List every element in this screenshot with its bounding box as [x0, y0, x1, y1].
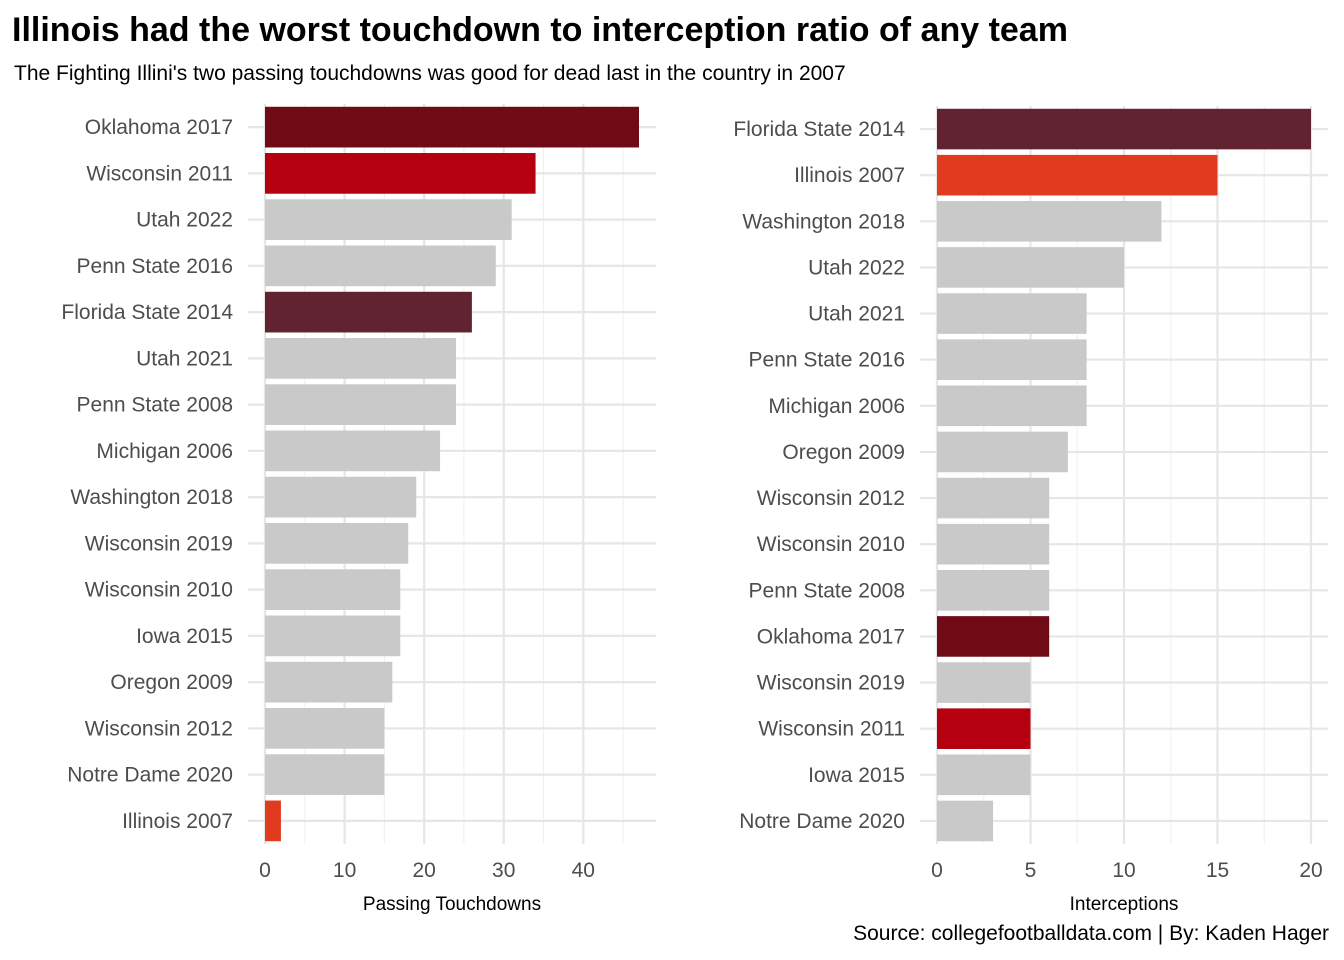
category-label-utah-2021: Utah 2021 [136, 347, 233, 370]
interceptions-tick-label: 15 [1206, 859, 1229, 882]
bar-washington-2018 [265, 476, 417, 518]
bar-florida-state-2014 [937, 108, 1311, 150]
category-label-florida-state-2014: Florida State 2014 [61, 301, 233, 324]
category-label-iowa-2015: Iowa 2015 [808, 764, 905, 787]
bar-penn-state-2016 [937, 339, 1087, 380]
interceptions-tick-label: 10 [1112, 859, 1135, 882]
bar-penn-state-2008 [265, 384, 456, 425]
bar-penn-state-2008 [937, 570, 1050, 611]
category-label-utah-2021: Utah 2021 [808, 303, 905, 326]
category-label-wisconsin-2019: Wisconsin 2019 [85, 532, 233, 555]
chart-title: Illinois had the worst touchdown to inte… [12, 11, 1068, 49]
category-label-wisconsin-2012: Wisconsin 2012 [85, 717, 233, 740]
bar-utah-2022 [937, 247, 1124, 288]
bar-washington-2018 [937, 201, 1162, 242]
category-label-wisconsin-2010: Wisconsin 2010 [85, 579, 233, 602]
category-label-washington-2018: Washington 2018 [742, 210, 905, 233]
bar-notre-dame-2020 [265, 754, 385, 795]
bar-illinois-2007 [265, 800, 281, 842]
category-label-wisconsin-2011: Wisconsin 2011 [86, 162, 233, 185]
category-label-penn-state-2008: Penn State 2008 [77, 394, 233, 417]
category-label-oregon-2009: Oregon 2009 [110, 671, 233, 694]
passing-touchdowns-tick-label: 40 [572, 859, 595, 882]
bar-wisconsin-2012 [937, 477, 1050, 519]
category-label-notre-dame-2020: Notre Dame 2020 [67, 764, 233, 787]
bar-notre-dame-2020 [937, 800, 994, 842]
bar-utah-2021 [937, 293, 1087, 334]
category-label-iowa-2015: Iowa 2015 [136, 625, 233, 648]
category-label-oklahoma-2017: Oklahoma 2017 [85, 116, 233, 139]
bar-penn-state-2016 [265, 245, 496, 287]
category-label-penn-state-2016: Penn State 2016 [749, 349, 905, 372]
interceptions-panel: Florida State 2014 Illinois 2007 Washingto… [733, 106, 1328, 915]
bar-wisconsin-2010 [265, 569, 401, 610]
interceptions-axis-title: Interceptions [1070, 894, 1179, 915]
bar-florida-state-2014 [265, 291, 472, 333]
category-label-washington-2018: Washington 2018 [70, 486, 233, 509]
category-label-illinois-2007: Illinois 2007 [122, 810, 233, 833]
bar-oklahoma-2017 [937, 616, 1050, 657]
category-label-penn-state-2016: Penn State 2016 [77, 255, 233, 278]
category-label-illinois-2007: Illinois 2007 [794, 164, 905, 187]
bar-utah-2021 [265, 338, 456, 379]
passing-touchdowns-tick-label: 30 [492, 859, 515, 882]
bar-wisconsin-2019 [937, 662, 1031, 703]
passing-touchdowns-tick-label: 20 [412, 859, 435, 882]
bar-wisconsin-2010 [937, 523, 1050, 565]
category-label-utah-2022: Utah 2022 [808, 256, 905, 279]
category-label-penn-state-2008: Penn State 2008 [749, 579, 905, 602]
category-label-wisconsin-2010: Wisconsin 2010 [757, 533, 905, 556]
passing-touchdowns-panel: Oklahoma 2017 Wisconsin 2011 Utah 2022 Penn… [61, 104, 656, 915]
category-label-wisconsin-2012: Wisconsin 2012 [757, 487, 905, 510]
bar-oklahoma-2017 [265, 106, 639, 148]
category-label-notre-dame-2020: Notre Dame 2020 [739, 810, 905, 833]
category-label-wisconsin-2011: Wisconsin 2011 [758, 718, 905, 741]
bar-iowa-2015 [937, 754, 1031, 796]
passing-touchdowns-tick-label: 0 [259, 859, 271, 882]
category-label-wisconsin-2019: Wisconsin 2019 [757, 672, 905, 695]
interceptions-tick-label: 0 [931, 859, 943, 882]
interceptions-tick-label: 5 [1025, 859, 1037, 882]
bar-wisconsin-2011 [937, 708, 1031, 749]
chart-caption: Source: collegefootballdata.com | By: Ka… [853, 922, 1329, 945]
category-label-michigan-2006: Michigan 2006 [768, 395, 905, 418]
bar-michigan-2006 [265, 430, 441, 472]
bar-oregon-2009 [937, 431, 1068, 473]
category-label-oklahoma-2017: Oklahoma 2017 [757, 625, 905, 648]
chart-subtitle: The Fighting Illini's two passing touchd… [14, 62, 846, 85]
category-label-michigan-2006: Michigan 2006 [96, 440, 233, 463]
interceptions-tick-label: 20 [1299, 859, 1322, 882]
bar-wisconsin-2012 [265, 708, 385, 749]
bar-wisconsin-2011 [265, 153, 536, 194]
bar-iowa-2015 [265, 615, 401, 657]
category-label-utah-2022: Utah 2022 [136, 209, 233, 232]
bar-illinois-2007 [937, 154, 1218, 196]
bar-michigan-2006 [937, 385, 1087, 427]
passing-touchdowns-axis-title: Passing Touchdowns [363, 894, 541, 915]
bar-wisconsin-2019 [265, 523, 409, 564]
category-label-oregon-2009: Oregon 2009 [782, 441, 905, 464]
passing-touchdowns-tick-label: 10 [333, 859, 356, 882]
category-label-florida-state-2014: Florida State 2014 [733, 118, 905, 141]
bar-utah-2022 [265, 199, 512, 240]
bar-oregon-2009 [265, 661, 393, 703]
